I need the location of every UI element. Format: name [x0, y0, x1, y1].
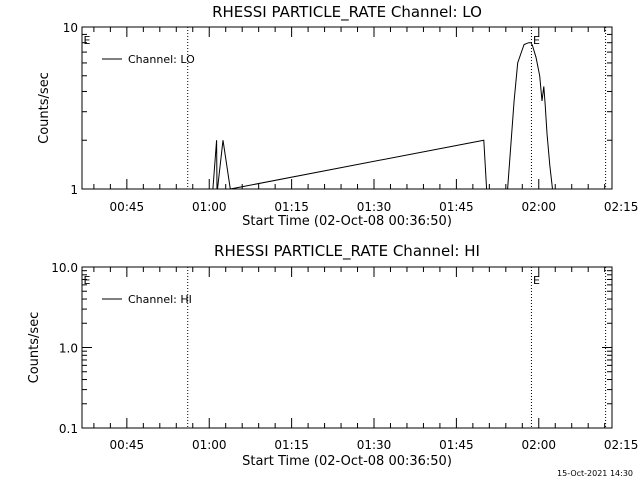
- plot-frame: [81, 266, 613, 429]
- x-tick-label: 00:45: [110, 200, 145, 214]
- legend-label: Channel: HI: [128, 293, 192, 306]
- x-tick-label: 01:30: [357, 438, 392, 452]
- panel-hi: RHESSI PARTICLE_RATE Channel: HI 00:45 01:…: [27, 242, 638, 469]
- x-tick-label: 01:00: [192, 200, 227, 214]
- x-tick-label: 01:00: [192, 438, 227, 452]
- corner-label: E: [84, 274, 91, 287]
- y-tick-label: 1: [70, 183, 78, 197]
- plot-frame: [81, 26, 613, 190]
- panel-lo: RHESSI PARTICLE_RATE Channel: LO 00:45 01:…: [37, 3, 638, 229]
- corner-label: E: [84, 34, 91, 47]
- y-axis-label: Counts/sec: [37, 72, 52, 144]
- chart-title: RHESSI PARTICLE_RATE Channel: HI: [214, 242, 480, 261]
- x-tick-label: 01:45: [439, 200, 474, 214]
- x-tick-label: 01:30: [357, 200, 392, 214]
- event-marker-label: E: [533, 274, 540, 287]
- y-tick-label: 10.0: [51, 261, 78, 275]
- y-tick-label: 1.0: [59, 342, 78, 356]
- footer-timestamp: 15-Oct-2021 14:30: [557, 469, 633, 478]
- x-axis-label: Start Time (02-Oct-08 00:36:50): [242, 454, 452, 469]
- x-tick-label: 02:15: [604, 438, 639, 452]
- x-tick-label: 01:45: [439, 438, 474, 452]
- x-tick-label: 01:15: [274, 200, 309, 214]
- x-tick-label: 02:15: [604, 200, 639, 214]
- x-tick-label: 02:00: [521, 200, 556, 214]
- series-line: [212, 42, 557, 190]
- chart-title: RHESSI PARTICLE_RATE Channel: LO: [212, 3, 482, 22]
- y-tick-label: 10: [63, 21, 78, 35]
- x-axis-label: Start Time (02-Oct-08 00:36:50): [242, 214, 452, 229]
- x-tick-label: 01:15: [274, 438, 309, 452]
- legend-label: Channel: LO: [128, 53, 195, 66]
- y-tick-label: 0.1: [59, 422, 78, 436]
- y-axis-label: Counts/sec: [27, 312, 42, 384]
- x-tick-label: 02:00: [521, 438, 556, 452]
- event-marker-label: E: [533, 34, 540, 47]
- x-tick-label: 00:45: [110, 438, 145, 452]
